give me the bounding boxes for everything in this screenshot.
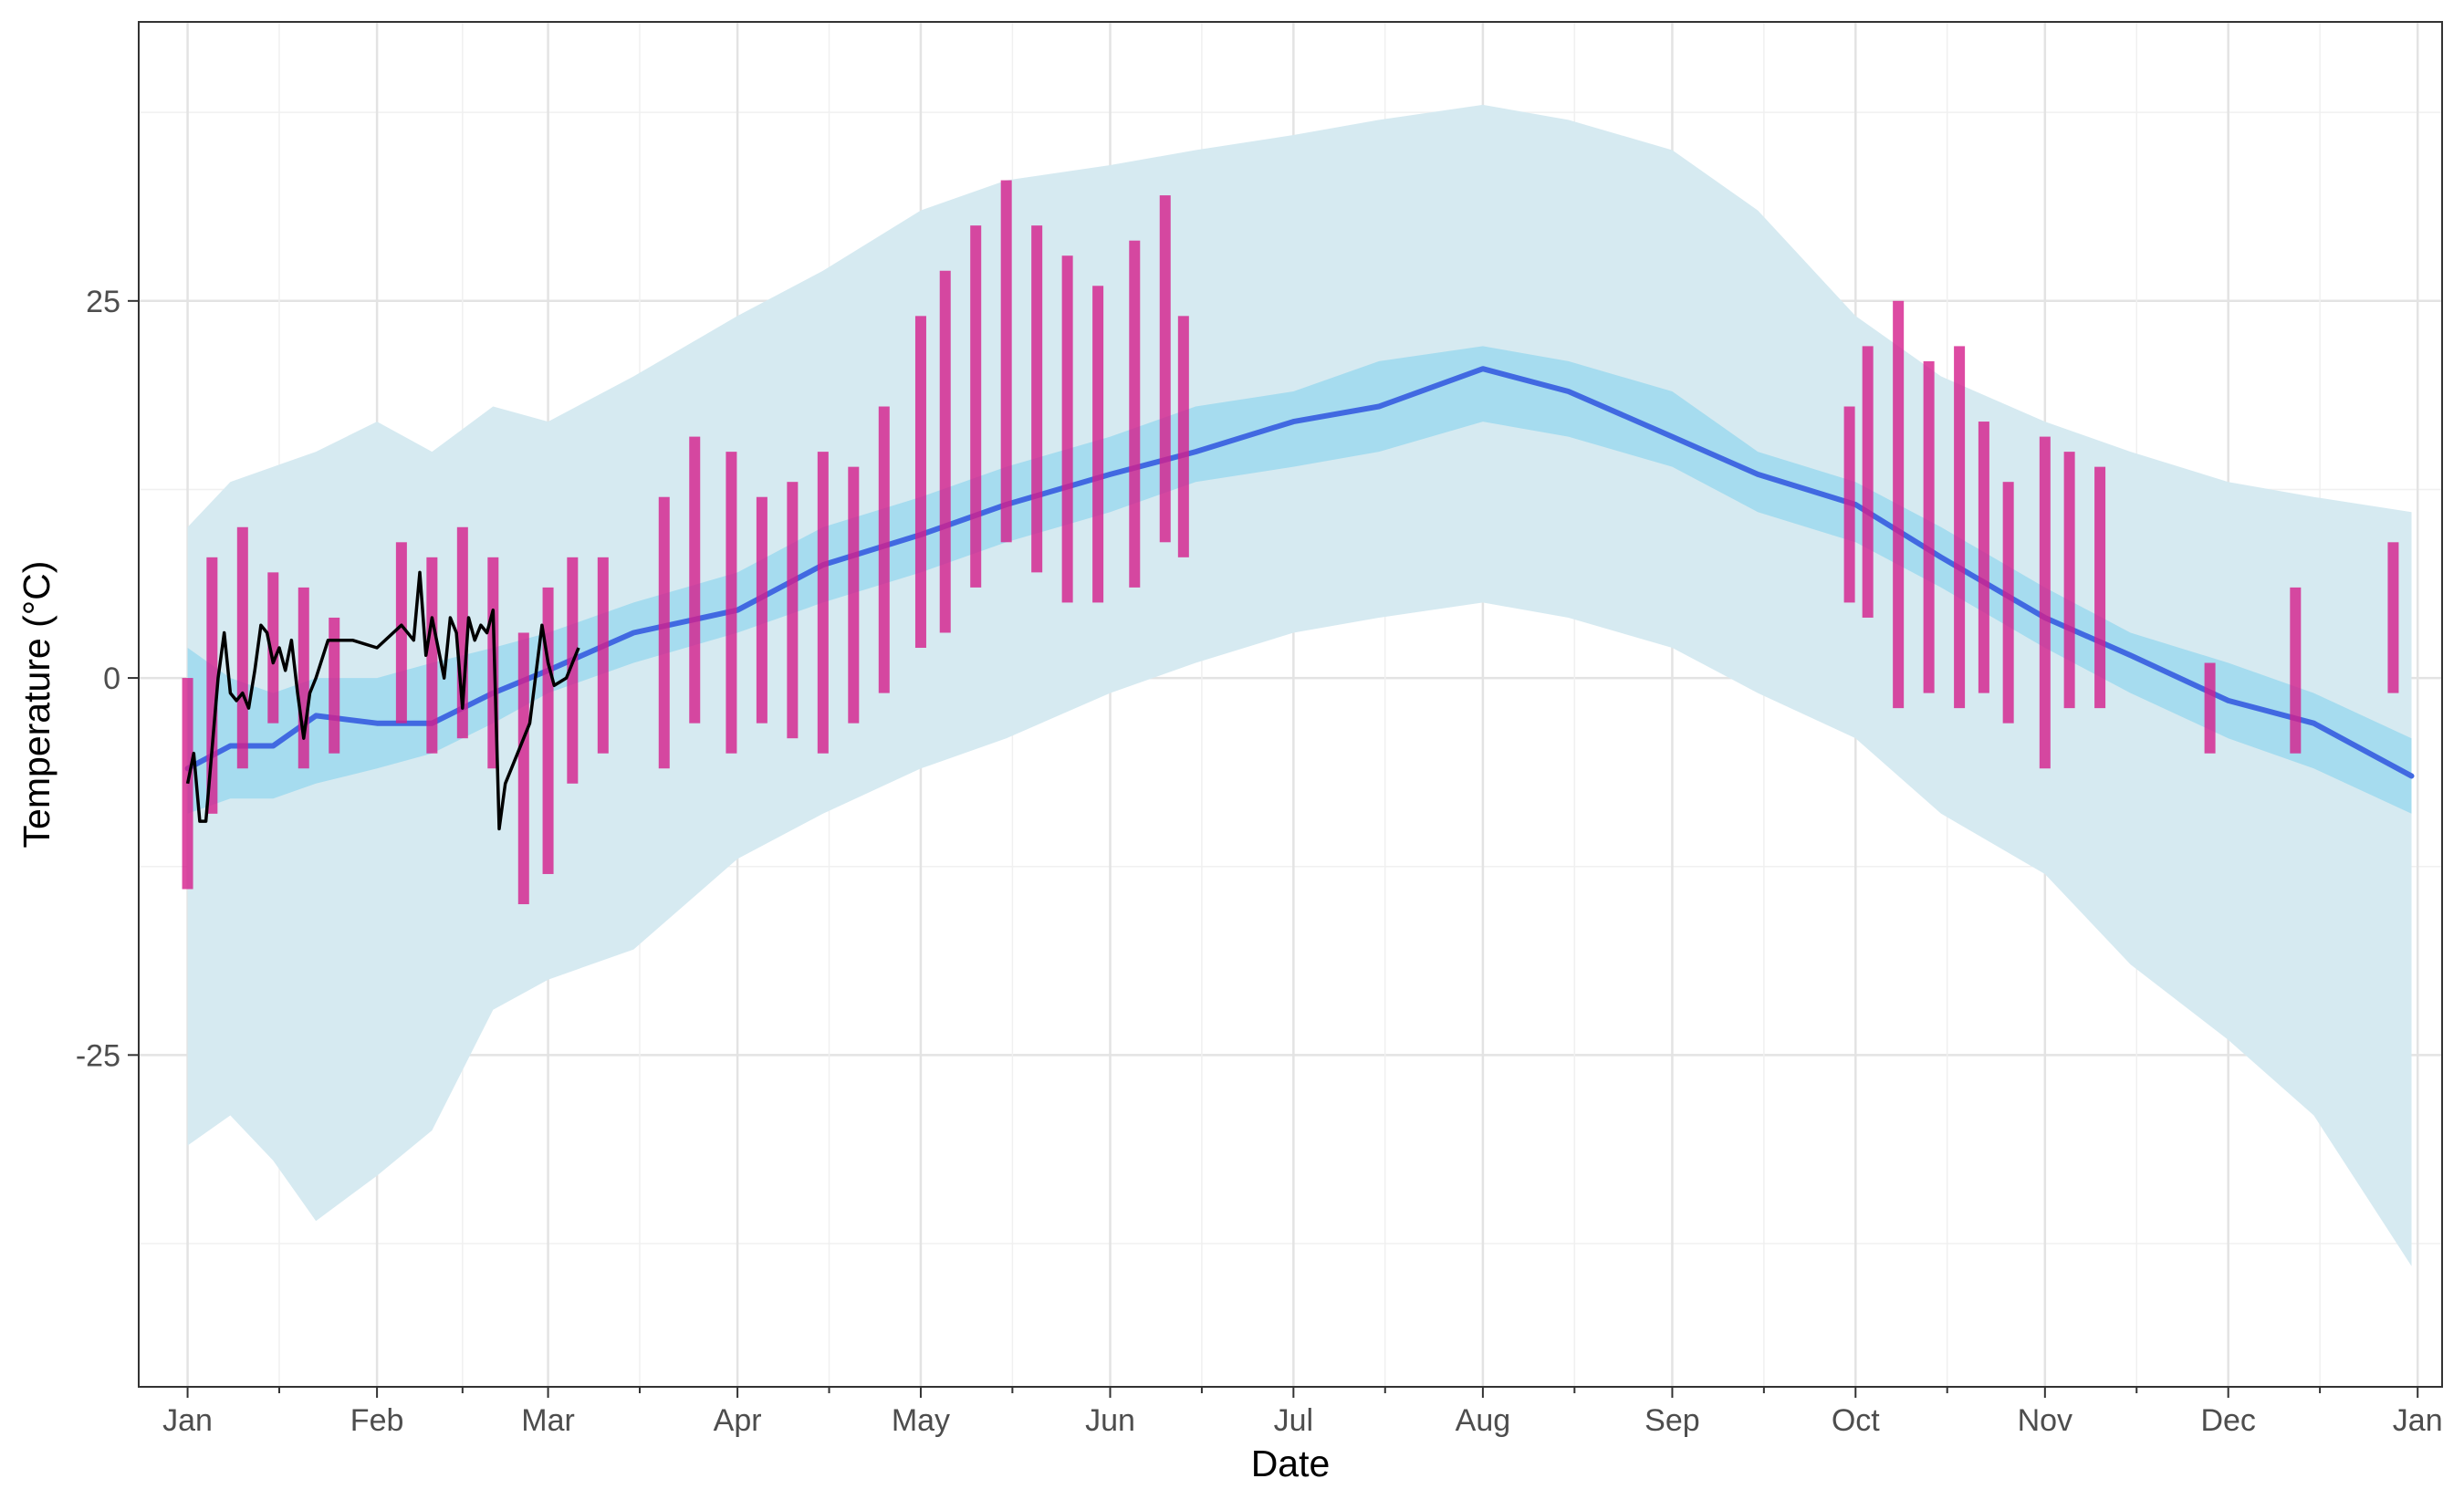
observed-range-bar xyxy=(517,632,529,905)
observed-range-bar xyxy=(2290,587,2302,754)
x-tick-label: Jan xyxy=(162,1403,213,1438)
observed-range-bars xyxy=(182,180,2399,905)
observed-range-bar xyxy=(1862,346,1874,618)
observed-range-bar xyxy=(817,452,829,754)
observed-range-bar xyxy=(970,225,982,588)
observed-range-bar xyxy=(298,587,309,769)
normal-mean-line xyxy=(184,366,2415,779)
observed-mean-path xyxy=(185,570,580,831)
observed-range-bar xyxy=(236,526,248,769)
observed-range-bar xyxy=(787,482,799,739)
observed-range-bar xyxy=(1159,195,1171,543)
observed-range-bar xyxy=(2387,542,2399,693)
observed-range-bar xyxy=(1923,360,1935,693)
x-tick-label: Dec xyxy=(2200,1403,2255,1438)
observed-range-bar xyxy=(1893,300,1905,709)
x-axis-title: Date xyxy=(1251,1442,1331,1484)
normal-range-band xyxy=(187,346,2412,814)
observed-range-bar xyxy=(2039,436,2051,769)
observed-range-bar xyxy=(1031,225,1043,573)
x-tick-label: May xyxy=(892,1403,950,1438)
observed-range-bar xyxy=(2002,482,2014,724)
observed-range-bar xyxy=(1092,286,1104,603)
x-tick-label: Jan xyxy=(2393,1403,2443,1438)
observed-range-bar xyxy=(1978,422,1989,693)
x-tick-label: Aug xyxy=(1456,1403,1511,1438)
observed-range-bar xyxy=(1954,346,1966,709)
observed-range-bar xyxy=(756,496,767,724)
observed-range-bar xyxy=(726,452,737,754)
observed-range-bar xyxy=(1061,255,1073,603)
observed-range-bar xyxy=(939,270,951,633)
normal-range-area xyxy=(187,346,2412,814)
observed-range-bar xyxy=(848,466,860,724)
observed-range-bar xyxy=(206,557,218,814)
x-tick-label: Feb xyxy=(350,1403,404,1438)
observed-range-bar xyxy=(426,557,438,754)
observed-range-bar xyxy=(2204,662,2216,754)
panel-border xyxy=(138,21,2443,1388)
x-tick-label: Apr xyxy=(714,1403,762,1438)
y-tick-label: -25 xyxy=(76,1038,120,1073)
y-tick-label: 0 xyxy=(103,661,120,696)
record-range-area xyxy=(187,104,2412,1266)
axes: Jan Feb Mar Apr May Jun Jul Aug Sep Oct Nov Dec Jan 2… xyxy=(76,285,2443,1438)
observed-range-bar xyxy=(1000,180,1012,543)
x-tick-label: Oct xyxy=(1832,1403,1880,1438)
observed-range-bar xyxy=(267,572,279,724)
y-axis-title: Temperature (°C) xyxy=(16,561,57,849)
x-tick-label: Mar xyxy=(521,1403,575,1438)
observed-range-bar xyxy=(1129,240,1141,588)
observed-range-bar xyxy=(329,617,340,754)
x-tick-label: Nov xyxy=(2018,1403,2072,1438)
observed-range-bar xyxy=(2094,466,2106,709)
observed-range-bar xyxy=(658,496,670,769)
observed-range-bar xyxy=(689,436,701,724)
x-tick-label: Jun xyxy=(1085,1403,1135,1438)
record-range-band xyxy=(187,104,2412,1266)
y-tick-label: 25 xyxy=(86,285,120,319)
x-tick-label: Sep xyxy=(1644,1403,1700,1438)
observed-range-bar xyxy=(2063,452,2075,709)
observed-range-bar xyxy=(914,316,926,649)
observed-range-bar xyxy=(567,557,579,784)
observed-range-bar xyxy=(395,542,407,724)
observed-range-bar xyxy=(878,406,890,693)
observed-range-bar xyxy=(1177,316,1189,557)
x-tick-label: Jul xyxy=(1274,1403,1313,1438)
normal-mean-path xyxy=(184,366,2415,779)
observed-range-bar xyxy=(597,557,609,754)
observed-range-bar xyxy=(542,587,554,874)
observed-mean-line xyxy=(185,570,580,831)
observed-range-bar xyxy=(1843,406,1855,603)
